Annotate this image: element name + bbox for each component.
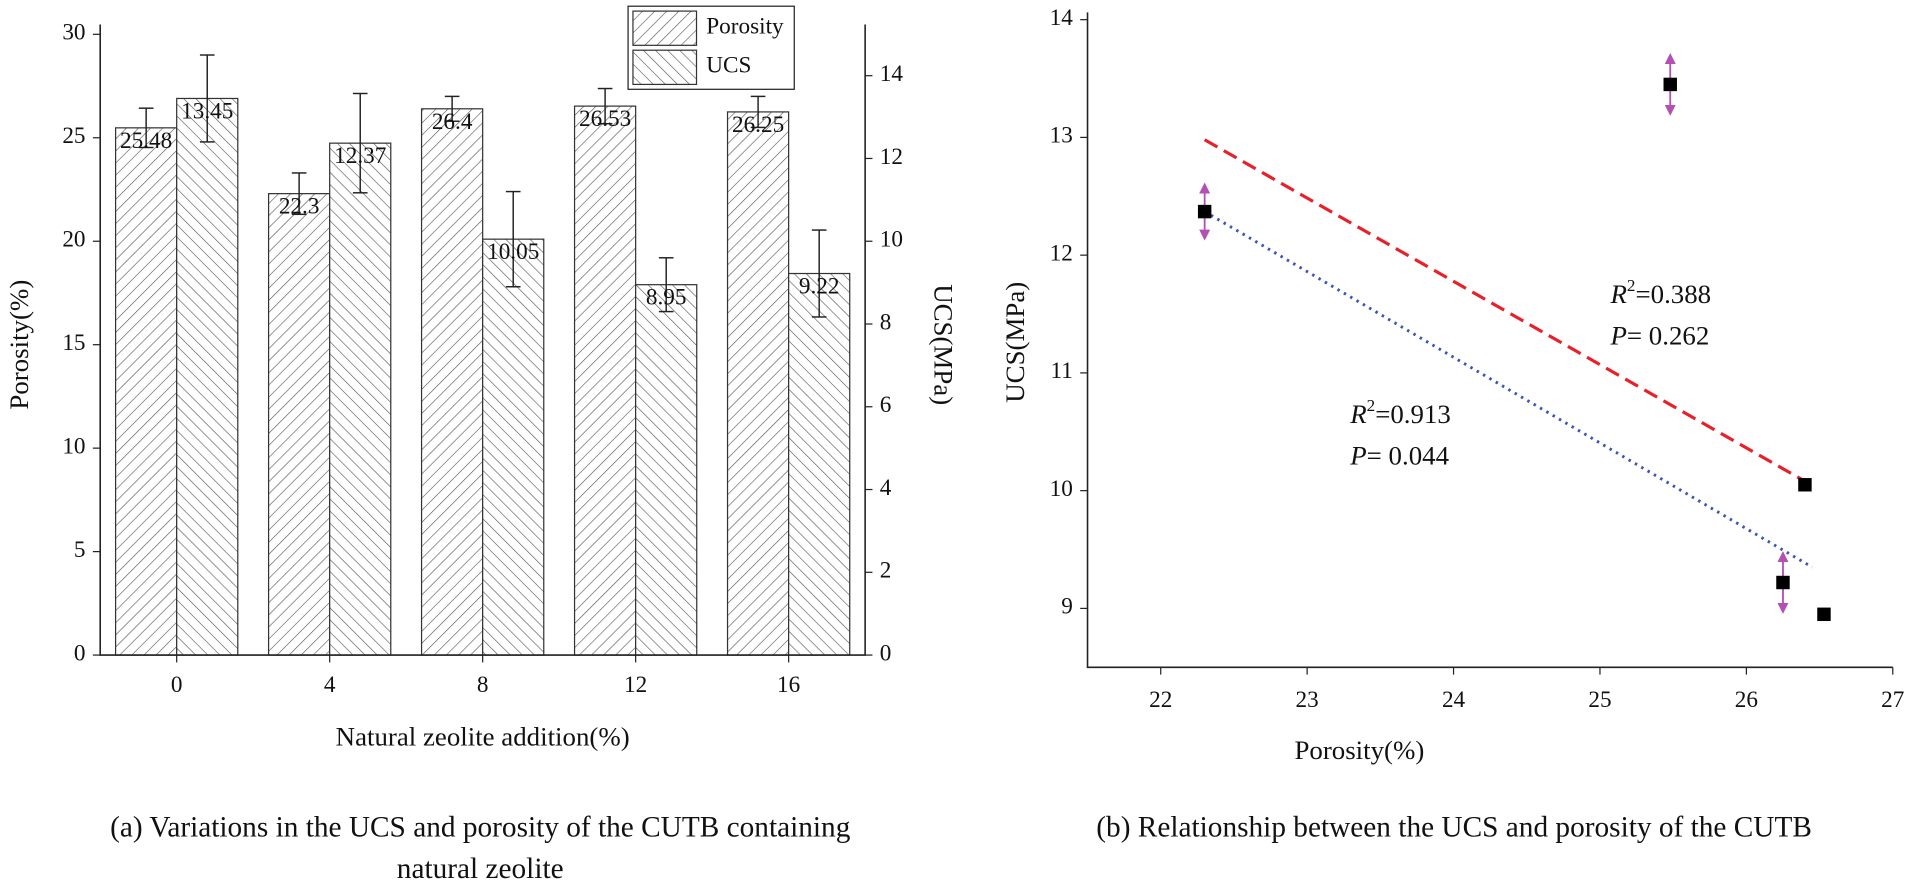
y-tick-label: 12 (1050, 240, 1073, 266)
y2-tick-label: 8 (880, 309, 892, 335)
y-tick-label: 20 (62, 227, 85, 253)
p-label: P (1610, 321, 1627, 351)
x-axis-title: Natural zeolite addition(%) (336, 722, 630, 752)
r-sup: 2 (1627, 276, 1636, 295)
y-tick-label: 10 (62, 433, 85, 459)
x-tick-label: 8 (477, 672, 489, 698)
caption: (a) Variations in the UCS and porosity o… (110, 812, 851, 844)
legend: Porosity UCS (627, 5, 795, 90)
y2-tick-label: 10 (880, 227, 903, 253)
x-axis-title: Porosity(%) (1294, 735, 1424, 765)
x-tick-label: 22 (1149, 687, 1172, 713)
p-number: = 0.262 (1627, 321, 1709, 351)
x-tick-label: 4 (324, 672, 336, 698)
legend-swatch (632, 10, 698, 46)
y2-tick-label: 4 (880, 475, 892, 501)
value-label: 26.25 (732, 112, 784, 138)
y-tick-label: 9 (1061, 594, 1073, 620)
p-label: P (1349, 441, 1366, 471)
y-tick-label: 5 (74, 537, 86, 563)
p-value: P= 0.044 (1349, 441, 1449, 471)
y-tick-label: 10 (1050, 476, 1073, 502)
r-label: R (1349, 399, 1366, 429)
value-label: 25.48 (120, 128, 172, 154)
trend-line (1203, 210, 1813, 569)
y-tick-label: 0 (74, 640, 86, 666)
x-tick-label: 24 (1442, 687, 1466, 713)
trend-line (1203, 138, 1806, 483)
x-tick-label: 26 (1735, 687, 1758, 713)
x-tick-label: 12 (624, 672, 647, 698)
point (1197, 204, 1212, 219)
x-tick-label: 25 (1588, 687, 1611, 713)
bar (329, 142, 392, 656)
point (1798, 478, 1812, 492)
p-value: P= 0.262 (1610, 321, 1710, 351)
bar (176, 97, 239, 656)
y-axis-title: Porosity(%) (4, 280, 34, 410)
x-tick-label: 0 (171, 672, 183, 698)
bar (635, 284, 698, 656)
y-tick-label: 15 (62, 330, 85, 356)
x-tick-label: 27 (1881, 687, 1904, 713)
bar (420, 108, 484, 656)
bar (726, 111, 790, 656)
point (1663, 77, 1677, 92)
axes (1086, 12, 1893, 669)
bar (114, 127, 178, 656)
value-label: 12.37 (334, 143, 386, 169)
y2-tick-label: 2 (880, 558, 892, 584)
point (1776, 575, 1790, 590)
value-label: 9.22 (799, 274, 840, 300)
bar (482, 238, 545, 656)
legend-swatch (632, 49, 698, 86)
legend-label: UCS (706, 53, 751, 79)
x-tick-label: 16 (777, 672, 800, 698)
caption: (b) Relationship between the UCS and por… (1096, 812, 1812, 844)
r-sup: 2 (1367, 396, 1376, 415)
axes (99, 24, 866, 656)
bar (788, 272, 851, 656)
value-label: 26.53 (579, 106, 631, 132)
y-tick-label: 13 (1050, 123, 1073, 149)
y-tick-label: 11 (1051, 358, 1073, 384)
x-tick-label: 23 (1296, 687, 1319, 713)
value-label: 10.05 (487, 239, 539, 265)
r-label: R (1610, 279, 1627, 309)
value-label: 22.3 (279, 194, 320, 220)
value-label: 8.95 (646, 285, 687, 311)
r-squared: R2=0.913 (1349, 396, 1451, 429)
r-value: =0.388 (1635, 279, 1711, 309)
y-axis-title: UCS(MPa) (1000, 282, 1030, 403)
r-value: =0.913 (1375, 399, 1451, 429)
y2-axis-title: UCS(MPa) (929, 284, 959, 405)
y2-tick-label: 6 (880, 392, 892, 418)
bar (573, 105, 637, 656)
bar (267, 193, 331, 656)
y-tick-label: 25 (62, 123, 85, 149)
y2-tick-label: 14 (880, 61, 904, 87)
r-squared: R2=0.388 (1610, 276, 1712, 309)
legend-label: Porosity (706, 14, 784, 40)
y-tick-label: 14 (1050, 5, 1074, 31)
caption: natural zeolite (397, 853, 564, 885)
y2-tick-label: 12 (880, 144, 903, 170)
p-number: = 0.044 (1367, 441, 1450, 471)
value-label: 13.45 (181, 98, 233, 124)
y-tick-label: 30 (62, 20, 85, 46)
value-label: 26.4 (432, 109, 473, 135)
y2-tick-label: 0 (880, 640, 892, 666)
point (1817, 607, 1831, 622)
